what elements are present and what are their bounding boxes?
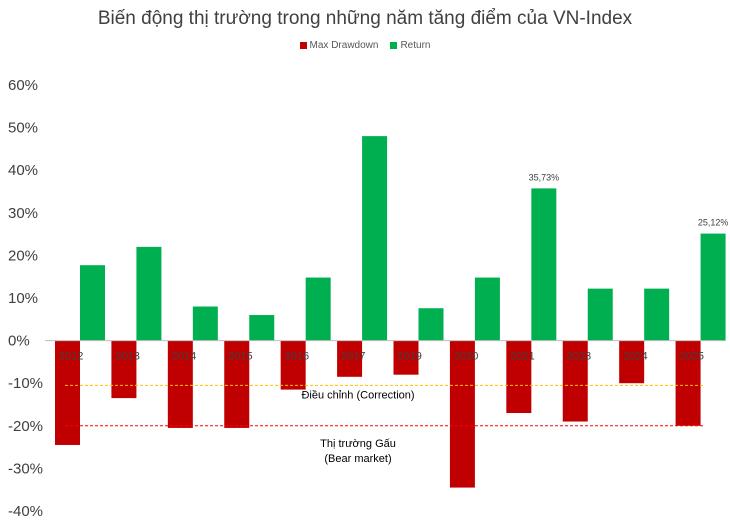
- x-tick-label: 2020: [454, 351, 478, 363]
- y-tick-label: -30%: [8, 460, 43, 477]
- x-tick-label: 2021: [510, 351, 534, 363]
- reference-line-label: (Bear market): [324, 453, 391, 465]
- bar-return-2025: [700, 233, 726, 341]
- y-tick-label: -20%: [8, 418, 43, 435]
- y-tick-label: 20%: [8, 247, 38, 264]
- y-tick-label: 0%: [8, 333, 30, 350]
- bar-return-2014: [192, 306, 218, 341]
- data-label: 35,73%: [529, 172, 560, 182]
- bar-max-drawdown-2019: [393, 340, 419, 375]
- x-tick-label: 2016: [285, 351, 309, 363]
- x-tick-label: 2017: [341, 351, 365, 363]
- legend-swatch-return: [390, 42, 398, 49]
- legend-label-return: Return: [400, 40, 431, 51]
- bar-max-drawdown-2025: [675, 340, 701, 426]
- y-tick-label: 10%: [8, 290, 38, 307]
- legend-label-max-drawdown: Max Drawdown: [309, 40, 379, 51]
- bar-max-drawdown-2016: [280, 340, 306, 390]
- bar-max-drawdown-2020: [449, 340, 475, 488]
- bar-max-drawdown-2013: [111, 340, 137, 399]
- data-label: 25,12%: [698, 218, 729, 228]
- legend-entry-return: Return: [390, 40, 430, 51]
- bar-return-2019: [418, 308, 444, 341]
- reference-line-label: Thị trường Gấu: [320, 438, 396, 450]
- y-tick-label: 40%: [8, 162, 38, 179]
- chart-title: Biến động thị trường trong những năm tăn…: [97, 8, 633, 29]
- reference-line-label: Điều chỉnh (Correction): [301, 389, 414, 401]
- bar-return-2017: [362, 136, 388, 341]
- bar-max-drawdown-2012: [55, 340, 80, 445]
- bar-return-2012: [80, 265, 105, 341]
- x-tick-label: 2023: [567, 351, 591, 363]
- x-tick-label: 2024: [623, 351, 647, 363]
- legend: Max Drawdown Return: [0, 40, 730, 51]
- y-tick-label: 50%: [8, 120, 38, 137]
- bar-return-2016: [305, 277, 331, 341]
- x-tick-label: 2012: [59, 351, 83, 363]
- y-tick-label: -40%: [8, 503, 43, 520]
- x-tick-label: 2013: [115, 351, 139, 363]
- y-tick-label: 60%: [8, 77, 38, 94]
- bar-return-2013: [136, 246, 162, 341]
- bar-return-2023: [587, 288, 613, 341]
- bar-return-2021: [531, 188, 557, 341]
- y-tick-label: 30%: [8, 205, 38, 222]
- bar-return-2020: [474, 277, 500, 341]
- x-tick-label: 2019: [397, 351, 421, 363]
- x-tick-label: 2025: [680, 351, 704, 363]
- x-tick-label: 2015: [228, 351, 252, 363]
- legend-swatch-max-drawdown: [299, 42, 307, 49]
- bar-return-2024: [644, 288, 670, 341]
- bar-max-drawdown-2024: [619, 340, 645, 384]
- bar-max-drawdown-2023: [562, 340, 588, 422]
- legend-entry-max-drawdown: Max Drawdown: [299, 40, 379, 51]
- y-tick-label: -10%: [8, 375, 43, 392]
- bar-max-drawdown-2017: [337, 340, 363, 377]
- x-tick-label: 2014: [172, 351, 196, 363]
- bar-max-drawdown-2014: [167, 340, 193, 428]
- bar-return-2015: [249, 315, 275, 341]
- bar-max-drawdown-2015: [224, 340, 250, 428]
- bar-max-drawdown-2021: [506, 340, 532, 414]
